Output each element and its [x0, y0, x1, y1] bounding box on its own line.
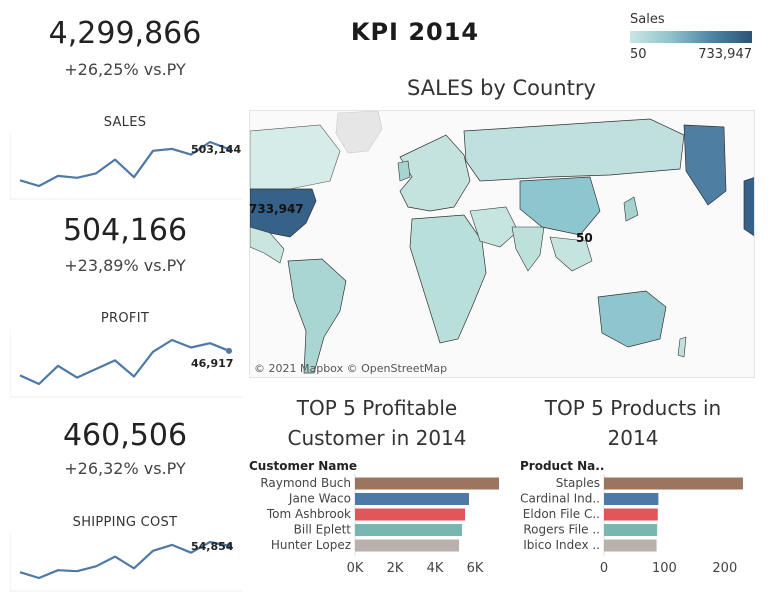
bar [604, 524, 657, 536]
bar [604, 509, 658, 521]
china-shape [520, 177, 600, 235]
map-title: SALES by Country [249, 76, 754, 100]
sales-kpi-value: 4,299,866 [0, 16, 250, 51]
africa-shape [410, 215, 486, 343]
legend-title: Sales [630, 12, 665, 27]
sales-sparkline[interactable]: 503,144 [10, 132, 243, 200]
europe-shape [400, 135, 470, 211]
bar [355, 493, 469, 505]
russia-shape [464, 119, 684, 181]
canada-shape [250, 125, 340, 189]
sales-kpi-label: SALES [10, 115, 240, 130]
bar-axis-tick: 0 [600, 561, 608, 576]
shipping-kpi-label: SHIPPING COST [10, 515, 240, 530]
bar-category-label: Eldon File C.. [523, 507, 600, 521]
world-map[interactable] [249, 110, 755, 378]
legend-min-label: 50 [630, 47, 647, 62]
shipping-kpi-delta: +26,32% vs.PY [0, 459, 250, 478]
customer-name-header[interactable]: Customer Name [249, 459, 357, 473]
bar [604, 493, 658, 505]
bar-axis-tick: 6K [467, 561, 484, 576]
usa-east-wrap-shape [744, 177, 755, 237]
japan-shape [624, 197, 638, 221]
bar-axis-tick: 200 [712, 561, 737, 576]
shipping-sparkline[interactable]: 54,854 [10, 532, 243, 600]
product-name-header[interactable]: Product Na.. [520, 459, 604, 473]
spark-point [226, 348, 232, 354]
top-customers-title-line1: TOP 5 Profitable [249, 393, 505, 423]
map-label-min: 50 [576, 231, 593, 245]
shipping-kpi-value: 460,506 [0, 418, 250, 453]
bar-axis-tick: 0K [347, 561, 364, 576]
new-zealand-shape [678, 337, 686, 357]
bar-axis-tick: 4K [427, 561, 444, 576]
bar-axis-tick: 100 [652, 561, 677, 576]
bar-category-label: Raymond Buch [260, 476, 351, 490]
bar [604, 478, 743, 490]
spark-end-label: 54,854 [191, 540, 234, 553]
india-shape [512, 227, 544, 271]
map-label-max: 733,947 [249, 202, 304, 216]
spark-end-label: 503,144 [191, 143, 241, 156]
sales-kpi-delta: +26,25% vs.PY [0, 60, 250, 79]
dashboard-title: KPI 2014 [300, 18, 530, 46]
bar-category-label: Jane Waco [288, 492, 351, 506]
bar [355, 540, 459, 552]
greenland-shape [336, 111, 382, 153]
top-products-title-line2: 2014 [512, 423, 754, 453]
bar-axis-tick: 2K [387, 561, 404, 576]
bar-category-label: Staples [556, 476, 600, 490]
profit-kpi-delta: +23,89% vs.PY [0, 256, 250, 275]
legend-max-label: 733,947 [690, 47, 752, 62]
bar-category-label: Ibico Index .. [523, 538, 600, 552]
uk-shape [398, 161, 410, 181]
top-customers-title-line2: Customer in 2014 [249, 423, 505, 453]
profit-kpi-value: 504,166 [0, 213, 250, 248]
bar [604, 540, 657, 552]
bar-category-label: Bill Eplett [294, 523, 352, 537]
bar-category-label: Hunter Lopez [271, 538, 351, 552]
map-attribution[interactable]: © 2021 Mapbox © OpenStreetMap [254, 362, 447, 375]
top-products-bar-chart[interactable]: Staples Cardinal Ind..Eldon File C.. Roger… [512, 474, 762, 584]
bar [355, 478, 499, 490]
alaska-shape [684, 125, 726, 205]
australia-shape [598, 291, 666, 347]
bar [355, 524, 462, 536]
color-legend-gradient [630, 31, 752, 43]
bar [355, 509, 465, 521]
top-products-title-line1: TOP 5 Products in [512, 393, 754, 423]
profit-kpi-label: PROFIT [10, 311, 240, 326]
bar-category-label: Rogers File .. [523, 523, 600, 537]
profit-sparkline[interactable]: 46,917 [10, 330, 243, 398]
spark-end-label: 46,917 [191, 357, 233, 370]
south-america-shape [288, 259, 346, 373]
bar-category-label: Tom Ashbrook [266, 507, 351, 521]
bar-category-label: Cardinal Ind.. [520, 492, 600, 506]
